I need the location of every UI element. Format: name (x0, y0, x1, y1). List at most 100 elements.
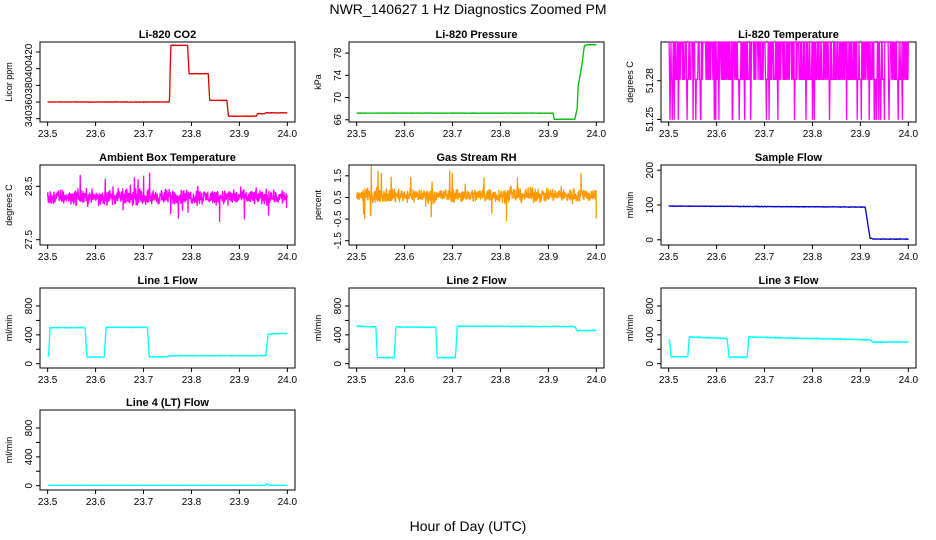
figure-title: NWR_140627 1 Hz Diagnostics Zoomed PM (329, 1, 606, 17)
y-axis-label: degrees C (4, 184, 14, 226)
panel-title: Line 1 Flow (138, 275, 198, 287)
plot-frame (660, 164, 917, 246)
panel-title: Li-820 Temperature (738, 29, 839, 41)
x-tick-label: 23.8 (182, 252, 202, 263)
y-tick-label: 78 (333, 47, 344, 59)
series-line-gas-stream-rh (355, 165, 597, 222)
y-tick-label: 400 (24, 448, 35, 465)
x-tick-label: 23.5 (38, 497, 58, 508)
x-tick-label: 23.8 (491, 252, 511, 263)
x-tick-label: 23.7 (755, 129, 775, 140)
y-tick-label: -1.5 (333, 232, 344, 250)
x-tick-label: 23.9 (230, 375, 250, 386)
x-tick-label: 23.6 (395, 129, 415, 140)
y-tick-label: 400 (645, 326, 656, 343)
series-line-line-2-flow (356, 325, 597, 359)
x-tick-label: 23.7 (134, 252, 154, 263)
y-tick-label: 0 (645, 237, 656, 243)
x-tick-label: 23.9 (851, 252, 871, 263)
x-tick-label: 23.7 (134, 497, 154, 508)
x-tick-label: 24.0 (587, 129, 607, 140)
panel-title: Line 2 Flow (447, 275, 507, 287)
x-tick-label: 23.5 (347, 375, 367, 386)
y-axis-label: ml/min (4, 437, 14, 464)
y-axis-label: ml/min (625, 315, 635, 342)
panel-title: Gas Stream RH (436, 152, 516, 164)
y-tick-label: 51.25 (645, 106, 656, 131)
x-tick-label: 23.9 (539, 375, 559, 386)
y-tick-label: 66 (333, 114, 344, 126)
x-tick-label: 24.0 (587, 252, 607, 263)
series-line-ambient-box-temperature (46, 172, 288, 223)
x-tick-label: 23.8 (803, 129, 823, 140)
y-tick-label: 200 (645, 161, 656, 178)
x-tick-label: 24.0 (899, 375, 919, 386)
x-tick-label: 23.6 (395, 375, 415, 386)
x-tick-label: 23.6 (395, 252, 415, 263)
x-tick-label: 23.5 (659, 375, 679, 386)
panel-title: Li-820 Pressure (436, 29, 518, 41)
series-line-li-820-co2 (47, 44, 288, 118)
x-tick-label: 23.6 (86, 375, 106, 386)
panel-title: Ambient Box Temperature (99, 152, 236, 164)
y-tick-label: -0.5 (333, 210, 344, 228)
x-tick-label: 23.8 (182, 129, 202, 140)
series-line-sample-flow (668, 205, 909, 241)
x-tick-label: 23.7 (755, 375, 775, 386)
y-tick-label: 340 (24, 110, 35, 127)
plot-frame (39, 41, 296, 123)
x-tick-label: 24.0 (278, 129, 298, 140)
y-tick-label: 400 (333, 326, 344, 343)
plot-frame (39, 287, 296, 369)
y-tick-label: 28.5 (24, 176, 35, 196)
x-tick-label: 23.7 (443, 129, 463, 140)
plot-frame (348, 164, 605, 246)
x-tick-label: 23.6 (707, 129, 727, 140)
figure-xlabel: Hour of Day (UTC) (410, 518, 527, 534)
x-tick-label: 23.8 (182, 497, 202, 508)
x-tick-label: 23.5 (659, 252, 679, 263)
panel-sample-flow: Sample Flow 23.5 23.6 23.7 23.8 23.9 24.0 0 100 2… (625, 152, 919, 263)
x-tick-label: 23.7 (443, 375, 463, 386)
x-tick-label: 24.0 (899, 129, 919, 140)
plot-frame (348, 287, 605, 369)
plot-frame (39, 164, 296, 246)
panel-ambient-box-temperature: Ambient Box Temperature 23.5 23.6 23.7 23.8 2… (4, 152, 298, 263)
panel-gas-stream-rh: Gas Stream RH 23.5 23.6 23.7 23.8 23.9 24.0 -1.… (313, 152, 607, 263)
x-tick-label: 23.9 (851, 129, 871, 140)
panel-line-1-flow: Line 1 Flow 23.5 23.6 23.7 23.8 23.9 24.0 0 400 8… (4, 275, 298, 386)
panel-li-820-temperature: Li-820 Temperature 23.5 23.6 23.7 23.8 23.9 24… (625, 29, 919, 140)
y-tick-label: 800 (24, 297, 35, 314)
x-tick-label: 23.8 (803, 252, 823, 263)
panel-line-4-lt-flow: Line 4 (LT) Flow 23.5 23.6 23.7 23.8 23.9 24.0… (4, 397, 298, 508)
x-tick-label: 23.7 (134, 375, 154, 386)
y-tick-label: 800 (333, 297, 344, 314)
x-tick-label: 23.9 (230, 497, 250, 508)
x-tick-label: 24.0 (278, 497, 298, 508)
y-tick-label: 0 (645, 360, 656, 366)
x-tick-label: 23.7 (134, 129, 154, 140)
y-tick-label: 400 (24, 326, 35, 343)
x-tick-label: 23.5 (659, 129, 679, 140)
x-tick-label: 23.6 (86, 497, 106, 508)
x-tick-label: 23.7 (443, 252, 463, 263)
plot-frame (39, 409, 296, 491)
plot-frame (660, 287, 917, 369)
x-tick-label: 23.7 (755, 252, 775, 263)
y-tick-label: 0 (333, 360, 344, 366)
y-tick-label: 360 (24, 93, 35, 110)
series-line-line-1-flow (47, 326, 288, 359)
y-axis-label: percent (313, 189, 323, 220)
y-axis-label: kPa (313, 74, 323, 90)
y-tick-label: 0 (24, 482, 35, 488)
panel-title: Line 4 (LT) Flow (126, 397, 209, 409)
x-tick-label: 23.9 (230, 252, 250, 263)
y-tick-label: 51.28 (645, 68, 656, 93)
y-axis-label: ml/min (4, 315, 14, 342)
series-line-li-820-pressure (356, 43, 597, 121)
x-tick-label: 24.0 (278, 375, 298, 386)
series-line-line-3-flow (668, 335, 909, 359)
y-tick-label: 0.5 (333, 190, 344, 204)
panel-line-3-flow: Line 3 Flow 23.5 23.6 23.7 23.8 23.9 24.0 0 400 8… (625, 275, 919, 386)
